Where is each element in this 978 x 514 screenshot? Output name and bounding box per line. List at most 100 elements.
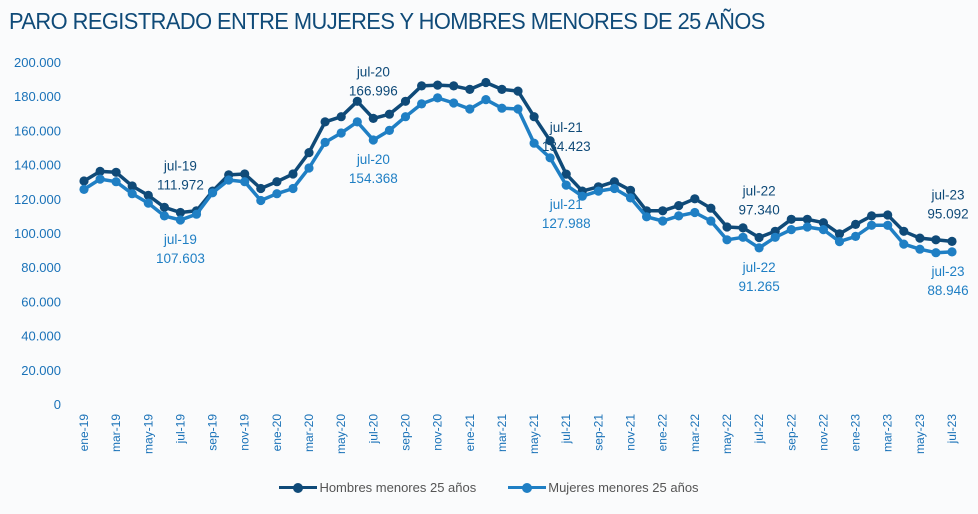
data-point[interactable] (256, 183, 266, 194)
data-point[interactable] (497, 84, 507, 94)
data-point[interactable] (818, 218, 829, 228)
data-point[interactable] (802, 214, 812, 224)
data-point[interactable] (642, 212, 652, 222)
data-point[interactable] (561, 180, 571, 190)
data-point[interactable] (593, 186, 604, 196)
data-point[interactable] (481, 77, 491, 88)
data-point[interactable] (834, 229, 845, 239)
data-point[interactable] (449, 98, 459, 108)
data-point[interactable] (851, 231, 861, 241)
data-point[interactable] (513, 86, 523, 96)
data-point[interactable] (465, 84, 475, 94)
data-point[interactable] (79, 176, 89, 186)
legend-item-mujeres[interactable]: Mujeres menores 25 años (508, 480, 699, 495)
data-point[interactable] (143, 198, 153, 208)
data-point[interactable] (915, 233, 925, 243)
data-point[interactable] (802, 222, 812, 232)
data-point[interactable] (658, 216, 668, 226)
data-point[interactable] (368, 135, 378, 145)
data-point[interactable] (706, 203, 716, 213)
data-point[interactable] (770, 232, 780, 242)
data-point[interactable] (545, 136, 555, 146)
data-point[interactable] (609, 177, 620, 187)
data-point[interactable] (738, 232, 748, 242)
data-point[interactable] (690, 194, 700, 204)
data-point[interactable] (240, 177, 250, 187)
data-point[interactable] (384, 125, 394, 135)
data-point[interactable] (465, 104, 475, 114)
data-point[interactable] (690, 207, 700, 218)
data-point[interactable] (786, 214, 796, 224)
data-point[interactable] (175, 215, 185, 225)
data-point[interactable] (304, 148, 314, 158)
data-point[interactable] (433, 80, 443, 90)
data-point[interactable] (545, 153, 555, 163)
data-point[interactable] (288, 169, 298, 179)
data-point[interactable] (899, 239, 909, 249)
data-point[interactable] (352, 96, 362, 106)
data-point[interactable] (191, 209, 202, 219)
data-point[interactable] (417, 81, 427, 91)
data-point[interactable] (529, 112, 539, 122)
legend-item-hombres[interactable]: Hombres menores 25 años (279, 480, 476, 495)
data-point[interactable] (658, 206, 668, 216)
data-point[interactable] (256, 195, 266, 206)
data-point[interactable] (417, 99, 427, 109)
data-point[interactable] (867, 220, 877, 230)
data-point[interactable] (224, 175, 234, 185)
data-point[interactable] (127, 189, 137, 199)
data-point[interactable] (851, 219, 861, 229)
data-point[interactable] (915, 244, 925, 254)
data-point[interactable] (674, 201, 684, 211)
data-point[interactable] (722, 222, 732, 232)
data-point[interactable] (513, 104, 523, 114)
data-point[interactable] (883, 220, 893, 230)
data-point[interactable] (111, 177, 121, 187)
data-point[interactable] (288, 183, 298, 194)
data-point[interactable] (272, 189, 282, 199)
data-point[interactable] (320, 137, 330, 147)
data-point[interactable] (754, 243, 764, 253)
data-point[interactable] (79, 184, 89, 194)
data-point[interactable] (320, 117, 330, 127)
data-point[interactable] (208, 188, 218, 198)
data-point[interactable] (143, 190, 153, 200)
data-point[interactable] (867, 211, 877, 221)
data-point[interactable] (834, 237, 845, 247)
data-point[interactable] (786, 225, 796, 235)
data-point[interactable] (738, 223, 748, 233)
data-point[interactable] (400, 112, 411, 122)
data-point[interactable] (577, 191, 587, 201)
data-point[interactable] (899, 226, 909, 236)
data-point[interactable] (111, 167, 121, 177)
data-point[interactable] (368, 113, 378, 123)
data-point[interactable] (883, 210, 893, 220)
data-point[interactable] (336, 128, 346, 138)
data-point[interactable] (336, 112, 346, 122)
data-point[interactable] (931, 235, 941, 245)
data-point[interactable] (625, 185, 636, 195)
data-point[interactable] (497, 103, 507, 113)
data-point[interactable] (722, 235, 732, 245)
data-point[interactable] (818, 225, 829, 235)
data-point[interactable] (433, 93, 443, 103)
data-point[interactable] (352, 117, 362, 127)
data-point[interactable] (159, 211, 169, 221)
data-point[interactable] (706, 216, 716, 226)
data-point[interactable] (304, 163, 314, 173)
data-point[interactable] (159, 202, 169, 212)
data-point[interactable] (947, 247, 957, 257)
data-point[interactable] (947, 236, 957, 246)
data-point[interactable] (529, 138, 539, 148)
data-point[interactable] (95, 174, 105, 184)
data-point[interactable] (384, 109, 394, 119)
data-point[interactable] (449, 81, 459, 91)
data-point[interactable] (931, 248, 941, 258)
data-point[interactable] (175, 207, 185, 218)
data-point[interactable] (674, 211, 684, 221)
data-point[interactable] (481, 95, 491, 105)
data-point[interactable] (561, 169, 571, 179)
data-point[interactable] (272, 177, 282, 187)
data-point[interactable] (95, 166, 105, 176)
data-point[interactable] (625, 193, 636, 203)
